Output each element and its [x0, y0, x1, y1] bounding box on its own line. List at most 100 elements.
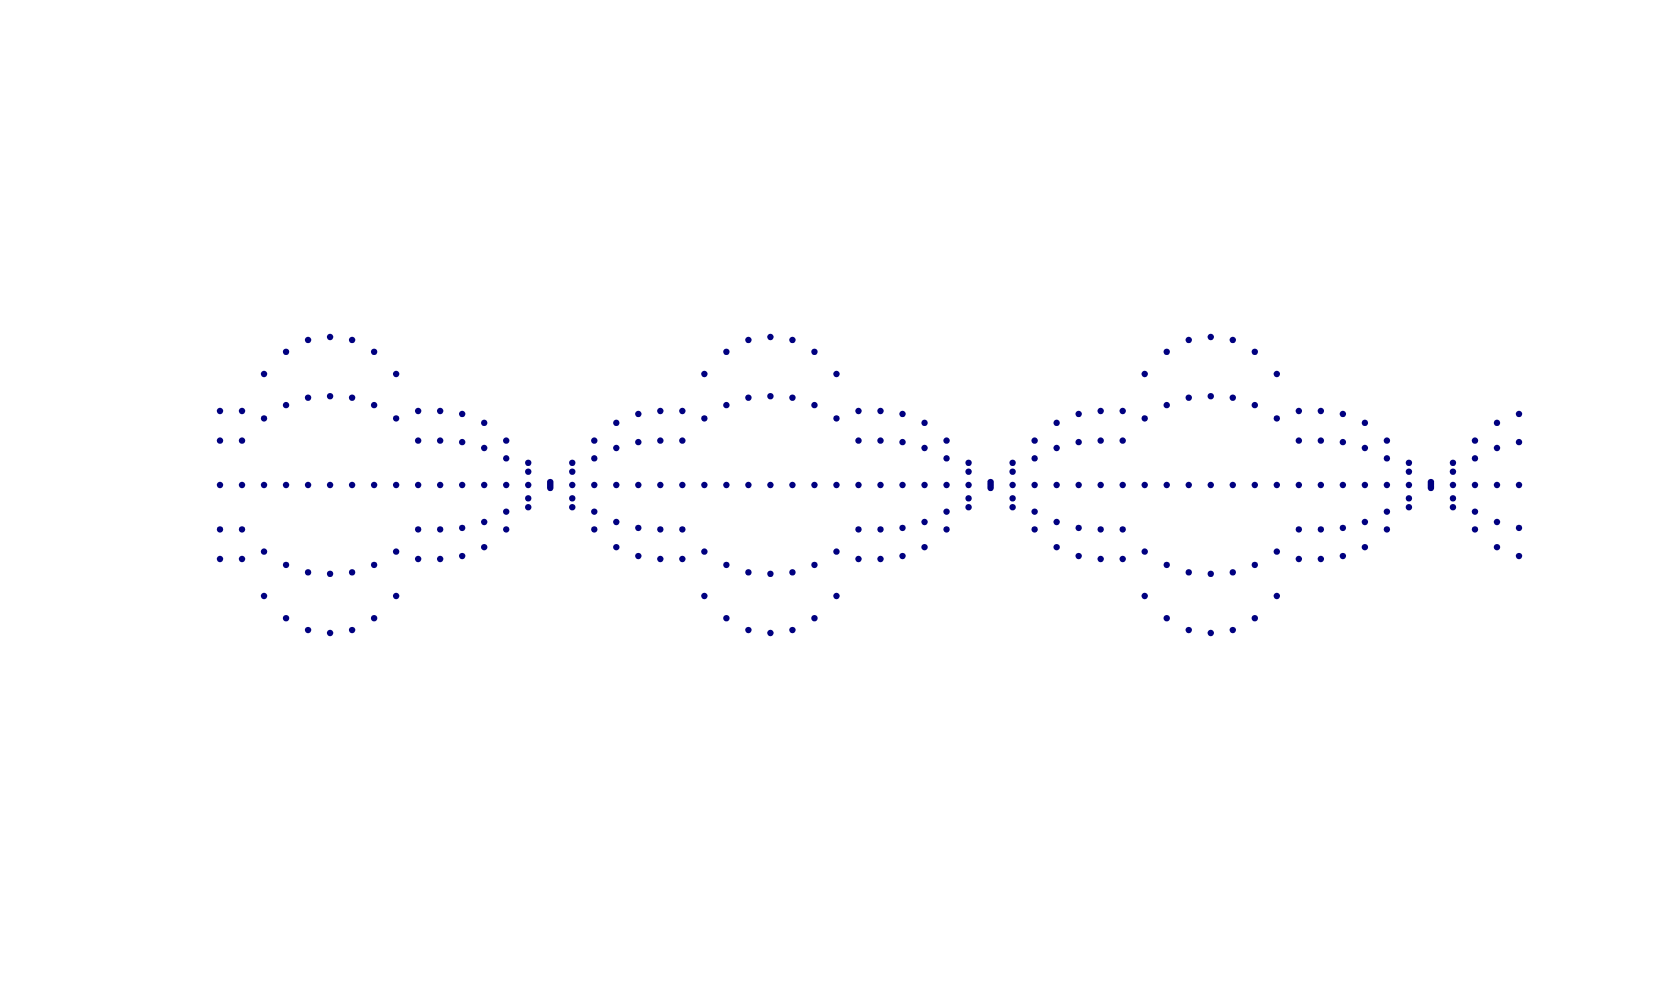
- point: [1317, 407, 1325, 415]
- point: [238, 555, 246, 563]
- point: [591, 437, 598, 444]
- point: [899, 438, 906, 446]
- point: [282, 615, 290, 622]
- point: [701, 481, 708, 489]
- point: [1339, 481, 1347, 489]
- point: [635, 552, 642, 560]
- point: [855, 407, 862, 415]
- point: [591, 481, 598, 489]
- point: [1097, 481, 1104, 489]
- point: [1361, 419, 1369, 427]
- point: [1493, 518, 1501, 526]
- point: [370, 348, 378, 355]
- point: [1229, 336, 1236, 344]
- point: [1471, 508, 1479, 515]
- point: [1075, 481, 1082, 489]
- point: [789, 336, 796, 344]
- point: [1229, 394, 1236, 401]
- point: [745, 481, 752, 489]
- point: [392, 415, 400, 422]
- point: [414, 526, 422, 533]
- point: [1207, 570, 1214, 577]
- point: [503, 437, 510, 444]
- point: [811, 348, 818, 355]
- point: [1229, 626, 1236, 634]
- point: [481, 543, 488, 551]
- point: [1295, 437, 1303, 444]
- point: [1383, 526, 1391, 533]
- point: [1427, 484, 1435, 492]
- point: [569, 468, 576, 475]
- point: [1251, 615, 1258, 622]
- point: [591, 508, 598, 515]
- point: [1119, 481, 1126, 489]
- point: [1361, 518, 1369, 526]
- point: [1097, 437, 1104, 444]
- point: [1273, 548, 1281, 555]
- point: [1317, 555, 1325, 563]
- point: [1493, 419, 1501, 427]
- point: [481, 444, 488, 452]
- point: [899, 481, 906, 489]
- point: [701, 370, 708, 378]
- point: [723, 561, 730, 569]
- point: [1141, 481, 1148, 489]
- point: [679, 407, 686, 415]
- point: [877, 526, 884, 533]
- point: [613, 543, 620, 551]
- point: [304, 394, 312, 401]
- point: [1317, 526, 1325, 533]
- point: [833, 370, 840, 378]
- point: [414, 555, 422, 563]
- point: [1229, 569, 1236, 576]
- point: [635, 524, 642, 532]
- point: [679, 555, 686, 563]
- point: [921, 444, 928, 452]
- point: [811, 615, 818, 622]
- point: [1449, 481, 1457, 489]
- point: [613, 481, 620, 489]
- point: [216, 407, 224, 415]
- point: [723, 401, 730, 409]
- point: [1405, 495, 1413, 502]
- point: [436, 407, 444, 415]
- point: [1515, 410, 1523, 418]
- point: [569, 481, 576, 489]
- point: [1383, 437, 1391, 444]
- point: [414, 407, 422, 415]
- point: [1471, 481, 1479, 489]
- point: [1273, 592, 1281, 600]
- point: [767, 333, 774, 341]
- point: [833, 592, 840, 600]
- point: [679, 481, 686, 489]
- point: [1119, 555, 1126, 563]
- point: [833, 481, 840, 489]
- point: [1471, 437, 1479, 444]
- point: [414, 437, 422, 444]
- point: [326, 393, 334, 400]
- point: [1031, 526, 1038, 533]
- point: [789, 569, 796, 576]
- point: [1251, 561, 1258, 569]
- point: [1251, 348, 1258, 355]
- point: [260, 548, 268, 555]
- point: [899, 552, 906, 560]
- point: [282, 348, 290, 355]
- point: [238, 437, 246, 444]
- point: [657, 526, 664, 533]
- point: [1009, 459, 1016, 466]
- point: [1383, 481, 1391, 489]
- point: [899, 524, 906, 532]
- point: [569, 504, 576, 511]
- point: [326, 481, 334, 489]
- point: [1207, 629, 1214, 637]
- point: [1515, 552, 1523, 560]
- point: [1405, 504, 1413, 511]
- point: [1163, 615, 1170, 622]
- point: [304, 336, 312, 344]
- point: [304, 481, 312, 489]
- point: [1119, 437, 1126, 444]
- point: [1493, 444, 1501, 452]
- point: [1053, 518, 1060, 526]
